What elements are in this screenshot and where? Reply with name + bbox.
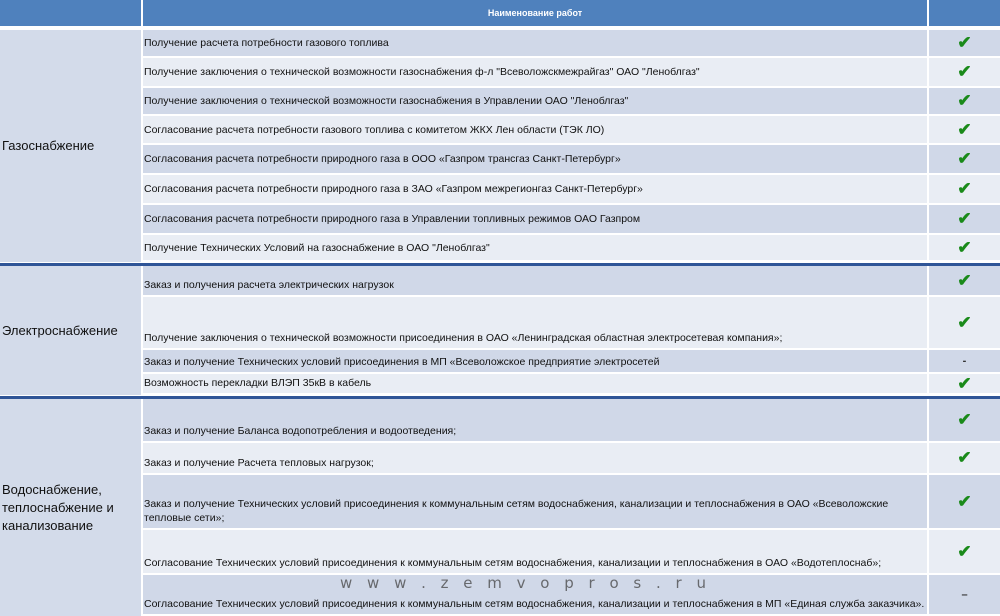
table-row: Согласование Технических условий присоед… bbox=[143, 530, 1000, 573]
check-icon: ✔ bbox=[929, 530, 1000, 573]
section: Водоснабжение, теплоснабжение и канализо… bbox=[0, 399, 1000, 616]
header-group-cell bbox=[0, 0, 141, 26]
work-name: Заказ и получение Технических условий пр… bbox=[143, 350, 927, 372]
header-status-cell bbox=[929, 0, 1000, 26]
section-divider bbox=[0, 263, 1000, 266]
table-row: Согласование расчета потребности газовог… bbox=[143, 116, 1000, 143]
table-row: Согласования расчета потребности природн… bbox=[143, 175, 1000, 203]
check-icon: ✔ bbox=[929, 205, 1000, 233]
work-name: Получение расчета потребности газового т… bbox=[143, 30, 927, 56]
table-row: Заказ и получения расчета электрических … bbox=[143, 266, 1000, 295]
header-title: Наименование работ bbox=[143, 0, 927, 26]
table-row: Получение заключения о технической возмо… bbox=[143, 88, 1000, 114]
check-icon: ✔ bbox=[929, 30, 1000, 56]
table-row: Согласования расчета потребности природн… bbox=[143, 205, 1000, 233]
table-row: Заказ и получение Технических условий пр… bbox=[143, 350, 1000, 372]
check-icon: ✔ bbox=[929, 235, 1000, 260]
check-icon: ✔ bbox=[929, 116, 1000, 143]
work-name: Получение Технических Условий на газосна… bbox=[143, 235, 927, 260]
work-name: Получение заключения о технической возмо… bbox=[143, 88, 927, 114]
table-row: Получение Технических Условий на газосна… bbox=[143, 235, 1000, 260]
check-icon: ✔ bbox=[929, 443, 1000, 473]
section-divider bbox=[0, 396, 1000, 399]
group-label: Газоснабжение bbox=[0, 30, 141, 262]
check-icon: ✔ bbox=[929, 399, 1000, 441]
check-icon: ✔ bbox=[929, 58, 1000, 86]
work-name: Согласование Технических условий присоед… bbox=[143, 530, 927, 573]
work-name: Заказ и получение Технических условий пр… bbox=[143, 475, 927, 528]
table-row: Получение заключения о технической возмо… bbox=[143, 297, 1000, 348]
table-row: Возможность перекладки ВЛЭП 35кВ в кабел… bbox=[143, 374, 1000, 393]
table-row: Заказ и получение Технических условий пр… bbox=[143, 475, 1000, 528]
section: Газоснабжение Получение расчета потребнос… bbox=[0, 30, 1000, 262]
check-icon: ✔ bbox=[929, 266, 1000, 295]
work-name: Заказ и получение Баланса водопотреблени… bbox=[143, 399, 927, 441]
work-name: Согласование расчета потребности газовог… bbox=[143, 116, 927, 143]
group-label: Водоснабжение, теплоснабжение и канализо… bbox=[0, 399, 141, 616]
table-row: Согласование Технических условий присоед… bbox=[143, 575, 1000, 614]
check-icon: ✔ bbox=[929, 374, 1000, 393]
work-name: Заказ и получение Расчета тепловых нагру… bbox=[143, 443, 927, 473]
work-name: Получение заключения о технической возмо… bbox=[143, 58, 927, 86]
work-name: Согласование Технических условий присоед… bbox=[143, 575, 927, 614]
watermark: w w w . z e m v o p r o s . r u bbox=[340, 574, 711, 592]
section: Электроснабжение Заказ и получения расчет… bbox=[0, 266, 1000, 395]
check-icon: ✔ bbox=[929, 297, 1000, 348]
dash-icon: - bbox=[929, 350, 1000, 372]
work-name: Согласования расчета потребности природн… bbox=[143, 175, 927, 203]
check-icon: ✔ bbox=[929, 88, 1000, 114]
work-name: Заказ и получения расчета электрических … bbox=[143, 266, 927, 295]
table-row: Получение заключения о технической возмо… bbox=[143, 58, 1000, 86]
group-label: Электроснабжение bbox=[0, 266, 141, 395]
table-row: Согласования расчета потребности природн… bbox=[143, 145, 1000, 173]
work-name: Согласования расчета потребности природн… bbox=[143, 205, 927, 233]
work-name: Получение заключения о технической возмо… bbox=[143, 297, 927, 348]
check-icon: ✔ bbox=[929, 145, 1000, 173]
table-row: Заказ и получение Расчета тепловых нагру… bbox=[143, 443, 1000, 473]
check-icon: ✔ bbox=[929, 175, 1000, 203]
check-icon: ✔ bbox=[929, 475, 1000, 528]
work-name: Возможность перекладки ВЛЭП 35кВ в кабел… bbox=[143, 374, 927, 393]
table-row: Заказ и получение Баланса водопотреблени… bbox=[143, 399, 1000, 441]
table-row: Получение расчета потребности газового т… bbox=[143, 30, 1000, 56]
dash-icon: – bbox=[929, 575, 1000, 614]
work-name: Согласования расчета потребности природн… bbox=[143, 145, 927, 173]
